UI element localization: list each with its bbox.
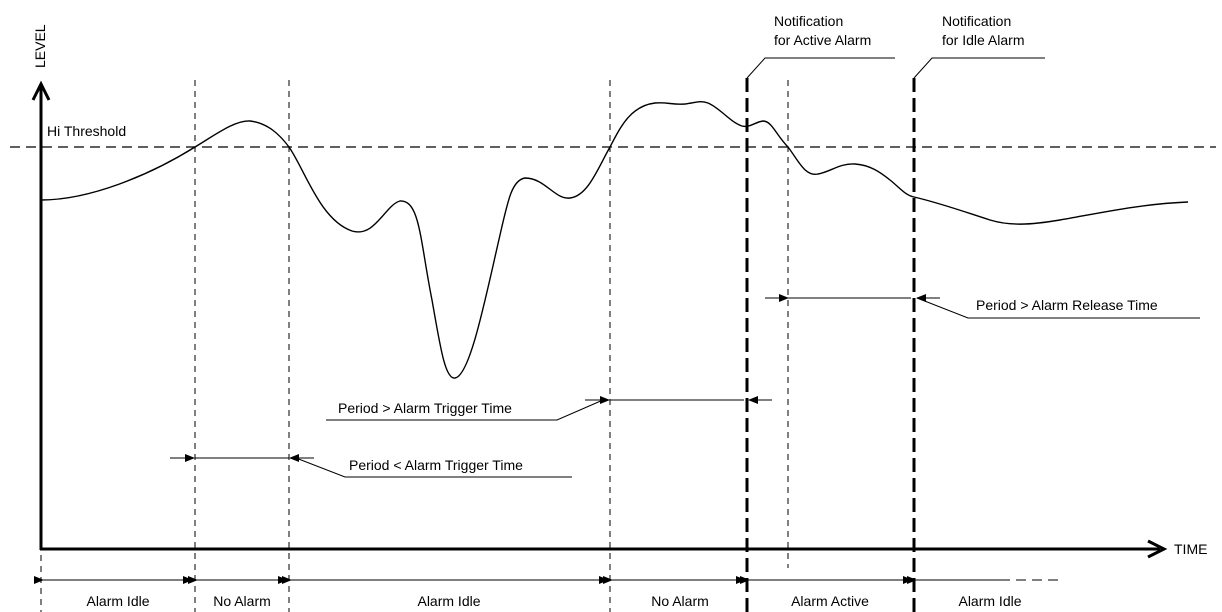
level-signal-curve bbox=[41, 102, 1188, 378]
idle-notification-line2: for Idle Alarm bbox=[942, 32, 1024, 48]
state-labels: Alarm Idle No Alarm Alarm Idle No Alarm … bbox=[86, 593, 1021, 609]
y-axis-label: LEVEL bbox=[32, 24, 48, 68]
state-label-2: No Alarm bbox=[213, 593, 271, 609]
active-notification-line2: for Active Alarm bbox=[774, 32, 871, 48]
state-label-6: Alarm Idle bbox=[958, 593, 1021, 609]
active-notification-leader bbox=[747, 58, 895, 78]
idle-notification-line1: Notification bbox=[942, 13, 1011, 29]
idle-notification-leader bbox=[914, 58, 1045, 78]
hi-threshold-label: Hi Threshold bbox=[47, 123, 126, 139]
trigger-gt-label: Period > Alarm Trigger Time bbox=[338, 400, 512, 416]
axes: LEVEL TIME bbox=[32, 24, 1207, 557]
hi-threshold: Hi Threshold bbox=[10, 123, 1216, 147]
active-notification-line1: Notification bbox=[774, 13, 843, 29]
notification-lines bbox=[747, 78, 914, 612]
release-time-period: Period > Alarm Release Time bbox=[765, 297, 1200, 318]
release-period-label: Period > Alarm Release Time bbox=[976, 297, 1158, 313]
event-lines bbox=[41, 80, 788, 612]
trigger-gt-period: Period > Alarm Trigger Time bbox=[326, 400, 772, 420]
trigger-lt-period: Period < Alarm Trigger Time bbox=[170, 457, 572, 477]
state-label-4: No Alarm bbox=[651, 593, 709, 609]
state-label-1: Alarm Idle bbox=[86, 593, 149, 609]
state-label-3: Alarm Idle bbox=[417, 593, 480, 609]
x-axis-label: TIME bbox=[1174, 541, 1207, 557]
trigger-lt-label: Period < Alarm Trigger Time bbox=[349, 457, 523, 473]
notification-callouts: Notification for Active Alarm Notificati… bbox=[747, 13, 1045, 78]
state-label-5: Alarm Active bbox=[791, 593, 869, 609]
